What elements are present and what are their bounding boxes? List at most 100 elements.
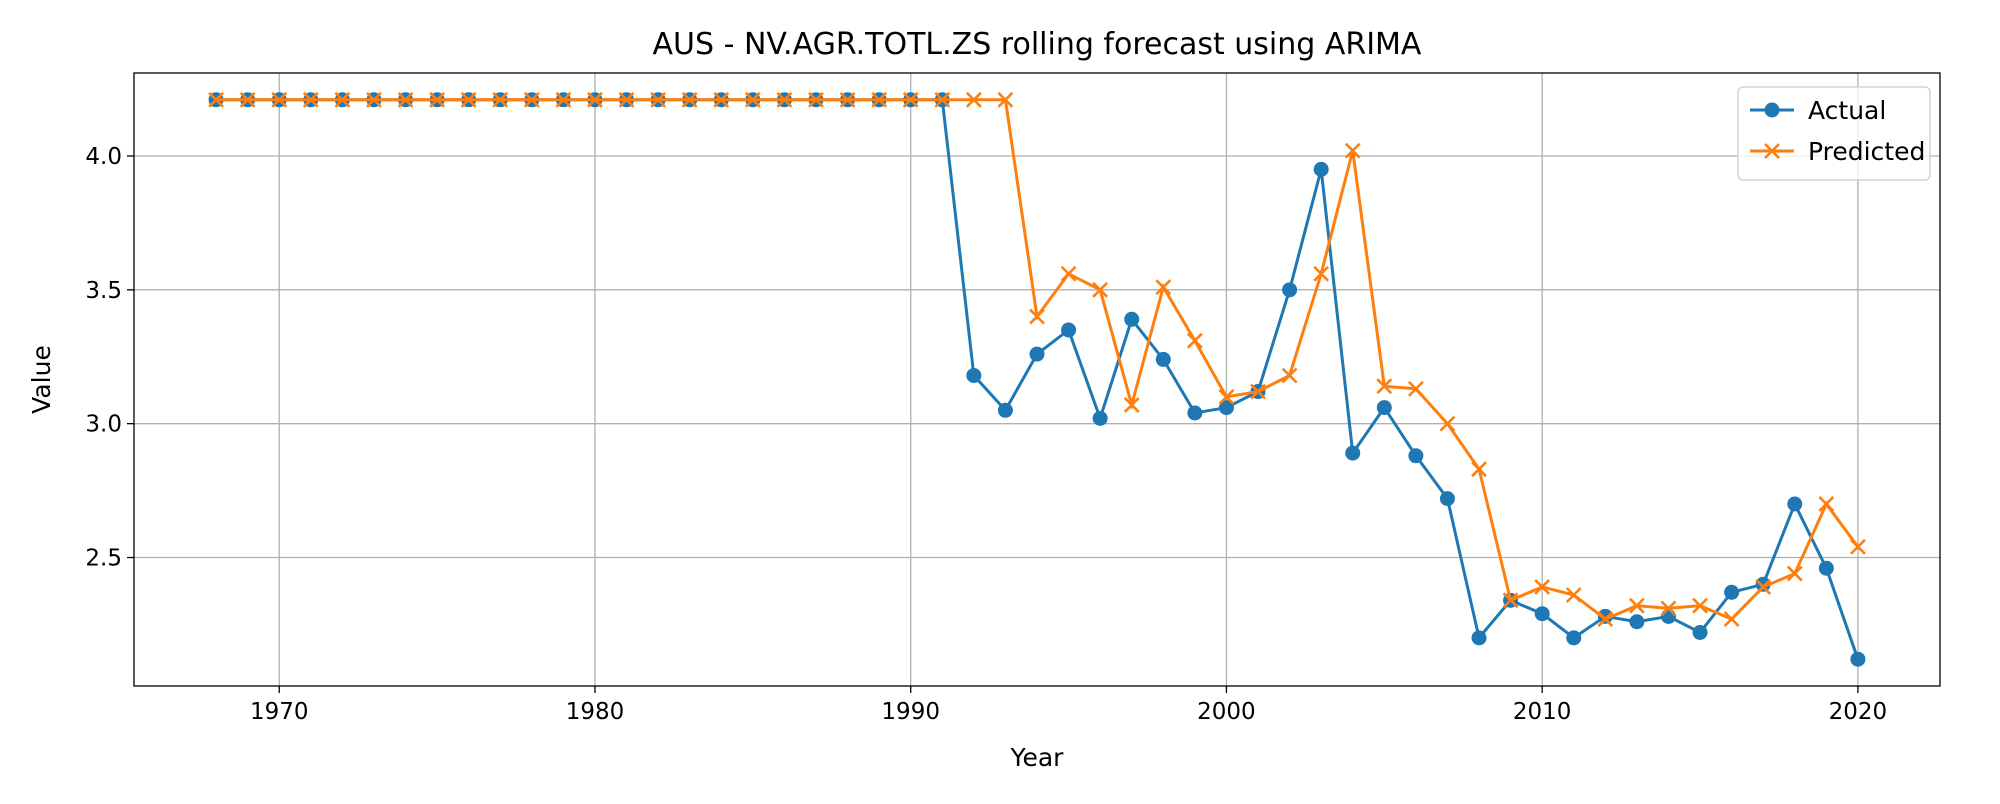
data-point bbox=[523, 91, 540, 108]
data-point bbox=[1092, 410, 1108, 426]
data-point bbox=[1313, 161, 1329, 177]
x-axis-label: Year bbox=[1010, 743, 1065, 772]
data-point-stroke bbox=[1660, 600, 1677, 617]
data-point bbox=[1786, 565, 1803, 582]
plot-frame bbox=[133, 72, 1941, 687]
data-point bbox=[1376, 400, 1392, 416]
data-point bbox=[650, 91, 667, 108]
data-point bbox=[1281, 367, 1298, 384]
data-point bbox=[1849, 538, 1866, 555]
data-point-stroke bbox=[1376, 378, 1393, 395]
data-point bbox=[587, 91, 603, 108]
legend-marker bbox=[1764, 102, 1780, 118]
y-tick-label: 4.0 bbox=[85, 144, 122, 170]
x-tick-label: 1980 bbox=[566, 699, 625, 725]
data-point-stroke bbox=[523, 91, 540, 108]
data-point bbox=[366, 91, 382, 108]
data-point bbox=[1755, 576, 1771, 592]
x-tick-label: 1990 bbox=[881, 699, 940, 725]
data-point-stroke bbox=[555, 91, 572, 108]
data-point-stroke bbox=[460, 91, 477, 108]
data-point-stroke bbox=[934, 91, 951, 108]
data-point bbox=[1344, 142, 1361, 159]
data-point-stroke bbox=[808, 91, 824, 108]
ticks: 1970 1980 1990 2000 2010 2020 2.5 3.0 3.5 4.0 bbox=[85, 144, 1887, 725]
data-point bbox=[1724, 584, 1740, 600]
data-point bbox=[1092, 281, 1109, 298]
data-point bbox=[1597, 608, 1613, 624]
data-point bbox=[1787, 496, 1803, 512]
data-point bbox=[1566, 630, 1582, 646]
data-point bbox=[1029, 346, 1045, 362]
data-point bbox=[1408, 448, 1424, 464]
data-point bbox=[208, 91, 225, 108]
data-point bbox=[1723, 611, 1740, 627]
data-point bbox=[744, 91, 761, 108]
x-tick-label: 1970 bbox=[250, 699, 309, 725]
data-point-stroke bbox=[1123, 397, 1140, 413]
data-point-stroke bbox=[334, 91, 351, 108]
data-point-stroke bbox=[1060, 265, 1077, 282]
data-point bbox=[1376, 378, 1393, 395]
data-point-stroke bbox=[902, 91, 919, 108]
data-point bbox=[1818, 560, 1834, 576]
data-point bbox=[871, 91, 888, 108]
data-point-stroke bbox=[1565, 587, 1582, 603]
y-tick-label: 2.5 bbox=[85, 546, 122, 572]
data-point bbox=[429, 91, 446, 108]
data-point-stroke bbox=[1250, 383, 1266, 400]
data-point bbox=[808, 91, 824, 108]
data-point bbox=[1155, 279, 1172, 296]
x-tick-label: 2010 bbox=[1513, 699, 1572, 725]
data-point-stroke bbox=[1155, 279, 1172, 296]
y-tick-label: 3.5 bbox=[85, 278, 122, 304]
data-point-stroke bbox=[1849, 538, 1866, 555]
data-point-stroke bbox=[1628, 597, 1645, 614]
data-point-stroke bbox=[713, 91, 730, 108]
data-point-stroke bbox=[681, 91, 698, 108]
data-point-stroke bbox=[1723, 611, 1740, 627]
data-point bbox=[239, 91, 256, 108]
data-point bbox=[1534, 579, 1551, 595]
data-point-stroke bbox=[492, 91, 509, 108]
data-point bbox=[1155, 351, 1171, 367]
data-point-stroke bbox=[1692, 597, 1708, 614]
data-point bbox=[1029, 308, 1045, 325]
data-point-stroke bbox=[997, 91, 1014, 108]
legend-marker bbox=[1764, 143, 1780, 159]
data-point-stroke bbox=[302, 91, 319, 108]
data-point bbox=[1186, 332, 1203, 349]
y-tick-label: 3.0 bbox=[85, 412, 122, 438]
data-point bbox=[1534, 606, 1550, 622]
data-point bbox=[271, 91, 288, 108]
data-point bbox=[1597, 611, 1614, 627]
data-point bbox=[1628, 597, 1645, 614]
data-point-stroke bbox=[776, 91, 793, 108]
data-point bbox=[1692, 624, 1708, 640]
data-point-stroke bbox=[1029, 308, 1045, 325]
data-point bbox=[1407, 380, 1424, 397]
data-point-stroke bbox=[1313, 265, 1330, 282]
data-point-stroke bbox=[208, 91, 225, 108]
data-point bbox=[1124, 311, 1140, 327]
data-point bbox=[1660, 608, 1676, 624]
data-point bbox=[1345, 445, 1361, 461]
data-point bbox=[1755, 579, 1772, 595]
data-point-stroke bbox=[1786, 565, 1803, 582]
legend-item-actual: Actual bbox=[1750, 96, 1886, 125]
data-point bbox=[713, 91, 730, 108]
data-point bbox=[1123, 397, 1140, 413]
legend-label: Actual bbox=[1808, 96, 1886, 125]
data-point bbox=[902, 91, 919, 108]
data-point bbox=[1061, 322, 1077, 338]
data-point bbox=[1060, 265, 1077, 282]
data-point bbox=[966, 367, 982, 383]
data-point-stroke bbox=[1344, 142, 1361, 159]
legend-item-predicted: Predicted bbox=[1750, 137, 1925, 166]
data-point bbox=[1660, 600, 1677, 617]
data-point-stroke bbox=[1281, 367, 1298, 384]
data-point bbox=[334, 91, 351, 108]
series-predicted bbox=[208, 91, 1866, 627]
